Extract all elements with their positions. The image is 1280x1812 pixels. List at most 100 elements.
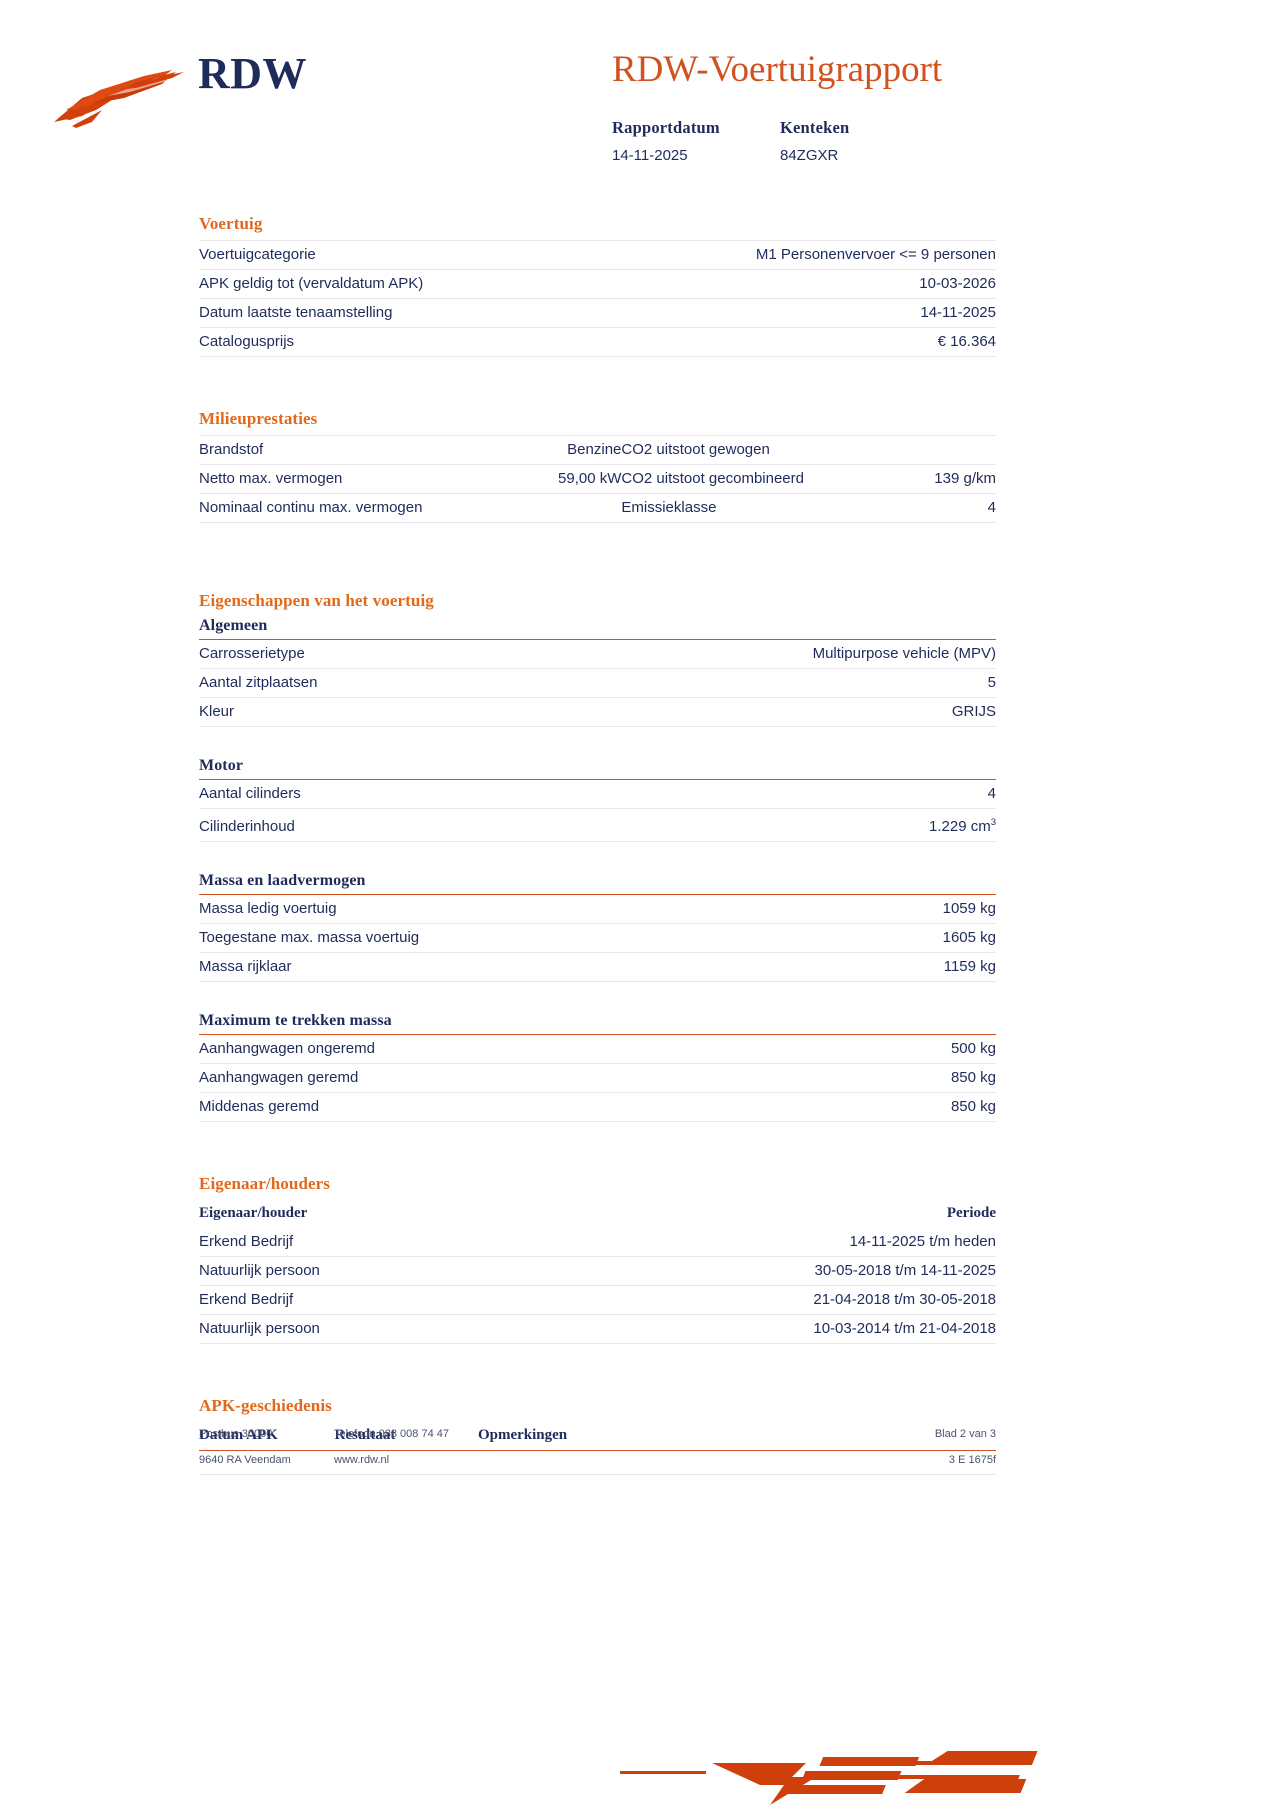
table-row: Erkend Bedrijf 14-11-2025 t/m heden	[199, 1228, 996, 1257]
owner-period: 21-04-2018 t/m 30-05-2018	[613, 1285, 996, 1315]
table-row: Middenas geremd 850 kg	[199, 1092, 996, 1122]
table-row-empty	[199, 1450, 996, 1475]
row-value: 850 kg	[677, 1092, 996, 1122]
footer-postbus: Postbus 30000	[199, 1428, 273, 1440]
owner-period: 10-03-2014 t/m 21-04-2018	[613, 1314, 996, 1344]
row-label-secondary: CO2 uitstoot gewogen	[621, 435, 861, 465]
row-value: 500 kg	[677, 1034, 996, 1064]
column-header-period: Periode	[946, 1205, 996, 1221]
row-value: 1059 kg	[677, 894, 996, 924]
empty-cell	[334, 1450, 478, 1475]
table-row: Cilinderinhoud 1.229 cm3	[199, 808, 996, 842]
apk-history-table: Datum APK Resultaat Opmerkingen	[199, 1422, 996, 1475]
footer-page-number: Blad 2 van 3	[934, 1428, 996, 1440]
row-value-secondary	[860, 435, 996, 465]
row-label: APK geldig tot (vervaldatum APK)	[199, 269, 678, 299]
row-value: 5	[677, 668, 996, 698]
environment-table: Brandstof Benzine CO2 uitstoot gewogen N…	[199, 435, 996, 523]
row-label: Massa rijklaar	[199, 952, 678, 982]
table-header-row: Eigenaar/houder Periode	[199, 1200, 996, 1228]
table-row: Carrosserietype Multipurpose vehicle (MP…	[199, 639, 996, 669]
superscript-exponent: 3	[990, 817, 996, 828]
row-value: M1 Personenvervoer <= 9 personen	[677, 240, 996, 270]
table-row: Aantal zitplaatsen 5	[199, 668, 996, 698]
row-value: 59,00 kW	[485, 464, 622, 494]
document-header: RDW RDW-Voertuigrapport Rapportdatum 14-…	[0, 0, 1280, 200]
empty-cell	[477, 1450, 996, 1475]
table-row: Natuurlijk persoon 10-03-2014 t/m 21-04-…	[199, 1314, 996, 1344]
column-header-owner: Eigenaar/houder	[199, 1205, 308, 1221]
table-row: Datum laatste tenaamstelling 14-11-2025	[199, 298, 996, 328]
subsection-title-mass: Massa en laadvermogen	[199, 872, 366, 889]
row-label: Carrosserietype	[199, 639, 678, 669]
row-value: 1159 kg	[677, 952, 996, 982]
properties-motor-table: Aantal cilinders 4 Cilinderinhoud 1.229 …	[199, 779, 996, 842]
column-header-apk-remarks: Opmerkingen	[477, 1427, 568, 1443]
table-header-row: Datum APK Resultaat Opmerkingen	[199, 1422, 996, 1451]
report-date-block: Rapportdatum 14-11-2025	[612, 118, 724, 164]
row-label-secondary: Emissieklasse	[621, 493, 861, 523]
report-date-value: 14-11-2025	[612, 147, 688, 164]
table-row: Natuurlijk persoon 30-05-2018 t/m 14-11-…	[199, 1256, 996, 1286]
properties-towing-table: Aanhangwagen ongeremd 500 kg Aanhangwage…	[199, 1034, 996, 1122]
owner-type: Natuurlijk persoon	[199, 1256, 614, 1286]
document-content: Voertuig Voertuigcategorie M1 Personenve…	[199, 214, 996, 1475]
subsection-title-algemeen: Algemeen	[199, 617, 268, 634]
table-row: Massa rijklaar 1159 kg	[199, 952, 996, 982]
row-value-text: 1.229 cm	[929, 818, 991, 835]
page-title: RDW-Voertuigrapport	[612, 49, 943, 90]
license-plate-value: 84ZGXR	[780, 147, 839, 164]
row-value: Multipurpose vehicle (MPV)	[677, 639, 996, 669]
owner-type: Natuurlijk persoon	[199, 1314, 614, 1344]
section-title-vehicle: Voertuig	[199, 214, 263, 233]
row-label: Kleur	[199, 697, 678, 727]
table-row: APK geldig tot (vervaldatum APK) 10-03-2…	[199, 269, 996, 299]
footer-line-1: Postbus 30000 Telefoon 088 008 74 47 Bla…	[199, 1428, 996, 1440]
table-row: Kleur GRIJS	[199, 697, 996, 727]
license-plate-label: Kenteken	[780, 118, 850, 137]
row-value-secondary: 4	[860, 493, 996, 523]
owner-period: 30-05-2018 t/m 14-11-2025	[613, 1256, 996, 1286]
footer-city: 9640 RA Veendam	[199, 1454, 291, 1466]
row-value: 14-11-2025	[677, 298, 996, 328]
footer-website[interactable]: www.rdw.nl	[334, 1454, 390, 1466]
subsection-title-motor: Motor	[199, 757, 244, 774]
speed-stripes-decoration-icon	[620, 1745, 1040, 1805]
report-date-label: Rapportdatum	[612, 118, 720, 137]
empty-cell	[199, 1450, 335, 1475]
properties-mass-table: Massa ledig voertuig 1059 kg Toegestane …	[199, 894, 996, 982]
section-title-owners: Eigenaar/houders	[199, 1174, 331, 1193]
table-row: Catalogusprijs € 16.364	[199, 327, 996, 357]
row-value: Benzine	[485, 435, 622, 465]
row-value: 10-03-2026	[677, 269, 996, 299]
row-label: Brandstof	[199, 435, 486, 465]
row-value: € 16.364	[677, 327, 996, 357]
row-label: Aanhangwagen ongeremd	[199, 1034, 678, 1064]
table-row: Voertuigcategorie M1 Personenvervoer <= …	[199, 240, 996, 270]
row-label: Middenas geremd	[199, 1092, 678, 1122]
row-label: Datum laatste tenaamstelling	[199, 298, 678, 328]
row-value	[485, 493, 622, 523]
row-label: Netto max. vermogen	[199, 464, 486, 494]
row-value: GRIJS	[677, 697, 996, 727]
table-row: Massa ledig voertuig 1059 kg	[199, 894, 996, 924]
owner-period: 14-11-2025 t/m heden	[613, 1228, 996, 1257]
license-plate-block: Kenteken 84ZGXR	[780, 118, 930, 164]
row-value-cylinder-capacity: 1.229 cm3	[677, 808, 996, 842]
rdw-wordmark: RDW	[198, 49, 308, 98]
row-value: 4	[677, 779, 996, 809]
table-row: Aantal cilinders 4	[199, 779, 996, 809]
table-row: Brandstof Benzine CO2 uitstoot gewogen	[199, 435, 996, 465]
row-label: Aanhangwagen geremd	[199, 1063, 678, 1093]
section-title-apk-history: APK-geschiedenis	[199, 1396, 332, 1415]
row-label: Cilinderinhoud	[199, 808, 678, 842]
row-label: Massa ledig voertuig	[199, 894, 678, 924]
subsection-title-towing: Maximum te trekken massa	[199, 1012, 392, 1029]
owner-type: Erkend Bedrijf	[199, 1285, 614, 1315]
table-row: Nominaal continu max. vermogen Emissiekl…	[199, 493, 996, 523]
table-row: Aanhangwagen ongeremd 500 kg	[199, 1034, 996, 1064]
row-value: 1605 kg	[677, 923, 996, 953]
table-row: Aanhangwagen geremd 850 kg	[199, 1063, 996, 1093]
column-header-apk-date: Datum APK	[199, 1427, 278, 1443]
table-row: Netto max. vermogen 59,00 kW CO2 uitstoo…	[199, 464, 996, 494]
